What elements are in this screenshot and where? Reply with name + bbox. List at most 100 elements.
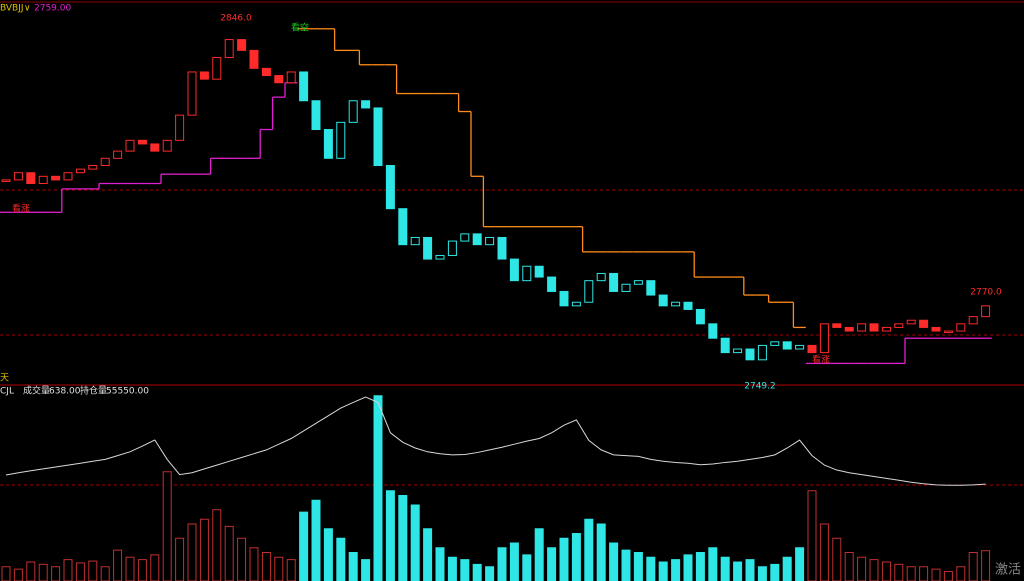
candle-body: [261, 67, 271, 77]
volume-bar: [931, 568, 941, 581]
volume-bar: [869, 559, 879, 581]
candle-body: [423, 236, 433, 260]
candle-body: [410, 236, 420, 246]
candle-body: [609, 272, 619, 292]
plot-area: 2846.0 2749.2 2770.0: [0, 13, 1002, 581]
volume-bar: [720, 556, 730, 581]
volume-bar: [125, 556, 135, 581]
candle-body: [472, 233, 482, 246]
candle-body: [88, 165, 98, 170]
oi-text: 55550.00: [106, 387, 149, 397]
candle-body: [286, 71, 296, 84]
price-annotation: 2770.0: [970, 288, 1002, 298]
candle-body: [621, 283, 631, 292]
candle-body: [770, 341, 780, 346]
volume-bar: [807, 490, 817, 581]
candle-body: [671, 301, 681, 307]
volume-bar: [361, 559, 371, 581]
candle-body: [658, 294, 668, 307]
candle-body: [832, 323, 842, 328]
volume-bar: [646, 556, 656, 581]
candle-body: [509, 258, 519, 282]
candle-body: [844, 326, 854, 332]
candle-body: [175, 114, 185, 141]
candle-body: [646, 280, 656, 296]
candle-body: [199, 71, 209, 80]
volume-bar: [795, 547, 805, 581]
volume-bar: [497, 547, 507, 581]
candle-body: [348, 100, 358, 123]
candle-body: [584, 280, 594, 303]
volume-bar: [175, 537, 185, 581]
volume-bar: [13, 568, 23, 581]
volume-bar: [385, 490, 395, 581]
candle-body: [931, 326, 941, 332]
candle-body: [75, 168, 85, 174]
volume-bar: [733, 561, 743, 581]
candle-body: [162, 139, 172, 152]
volume-bar: [819, 523, 829, 581]
candle-body: [695, 308, 705, 325]
volume-bar: [857, 556, 867, 581]
volume-bar: [249, 547, 259, 581]
candle-body: [857, 323, 867, 332]
symbol-arrow[interactable]: ∨: [24, 4, 31, 14]
volume-bar: [658, 561, 668, 581]
volume-bar: [162, 471, 172, 581]
volume-bar: [88, 560, 98, 581]
candle-body: [485, 236, 495, 246]
volume-bar: [311, 499, 321, 581]
candle-body: [385, 165, 395, 210]
price-annotation: 2846.0: [220, 13, 252, 23]
volume-bar: [757, 566, 767, 581]
volume-bar: [1, 566, 11, 581]
signal: 看涨: [812, 354, 830, 366]
volume-bar: [522, 554, 532, 581]
volume-bar: [38, 563, 48, 581]
candle-body: [1, 179, 11, 182]
candle-body: [745, 348, 755, 361]
candle-body: [708, 323, 718, 339]
volume-bar: [956, 566, 966, 581]
volume-bar: [609, 542, 619, 581]
indicator-name[interactable]: CJL: [0, 387, 14, 397]
candle-body: [38, 175, 48, 185]
candle-body: [943, 330, 953, 334]
candle-body: [447, 240, 457, 256]
price-annotation: 2749.2: [744, 382, 776, 392]
candle-body: [733, 348, 743, 354]
candle-body: [113, 150, 123, 159]
volume-bar: [299, 511, 309, 581]
volume-bar: [509, 542, 519, 581]
volume-bar: [621, 549, 631, 581]
candle-body: [807, 344, 817, 354]
candle-body: [757, 344, 767, 361]
volume-bar: [423, 528, 433, 581]
candle-body: [497, 236, 507, 260]
volume-bar: [336, 537, 346, 581]
candle-body: [274, 75, 284, 84]
candle-body: [819, 323, 829, 354]
volume-bar: [373, 395, 383, 581]
candle-body: [51, 175, 61, 181]
volume-bar: [671, 559, 681, 581]
candle-body: [137, 139, 147, 145]
volume-bar: [894, 563, 904, 581]
volume-bar: [534, 528, 544, 581]
candle-body: [534, 265, 544, 278]
candle-body: [547, 276, 557, 292]
watermark: 激活: [995, 563, 1021, 578]
candle-body: [323, 129, 333, 159]
volume-bar: [745, 559, 755, 581]
volume-bar: [571, 533, 581, 581]
candle-body: [187, 71, 197, 116]
open-interest-line: [5, 396, 986, 486]
candle-body: [795, 344, 805, 350]
candle-body: [981, 305, 991, 318]
candle-body: [13, 172, 23, 181]
volume-name: 成交量: [23, 385, 50, 397]
candle-body: [311, 100, 321, 131]
candle-body: [336, 121, 346, 159]
candle-body: [224, 39, 234, 59]
volume-bar: [51, 566, 61, 581]
